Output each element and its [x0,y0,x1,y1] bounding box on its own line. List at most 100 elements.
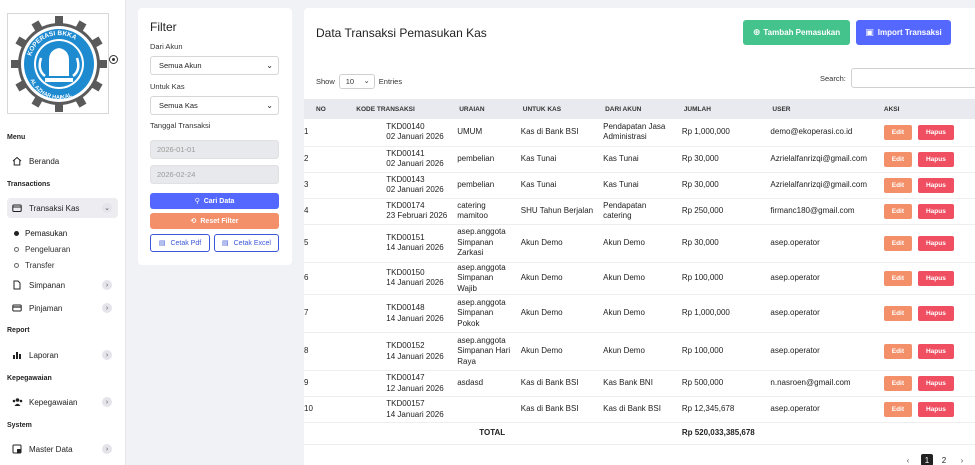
cell-kode: TKD00143 02 Januari 2026 [344,172,448,199]
pagination-prev[interactable]: ‹ [906,455,910,465]
kode-transaksi: TKD00174 [386,200,425,210]
tanggal-transaksi: 02 Januari 2026 [386,159,444,168]
edit-button[interactable]: Edit [883,344,912,359]
sidebar-item-simpanan[interactable]: Simpanan › [7,275,118,295]
dari-akun-select[interactable]: Semua Akun ⌄ [150,56,279,75]
hapus-button[interactable]: Hapus [917,270,954,286]
edit-button[interactable]: Edit [883,402,912,417]
cell-kode: TKD00152 14 Januari 2026 [344,332,448,371]
cetak-pdf-button[interactable]: ▤ Cetak Pdf [150,234,210,252]
sidebar-item-master-data[interactable]: Master Data › [7,439,118,459]
cetak-pdf-label: Cetak Pdf [170,239,202,247]
hapus-button[interactable]: Hapus [917,376,954,391]
sidebar-item-beranda[interactable]: Beranda [7,151,118,171]
edit-button[interactable]: Edit [883,151,912,167]
hapus-button[interactable]: Hapus [917,235,954,251]
hapus-button[interactable]: Hapus [917,306,954,321]
hapus-button[interactable]: Hapus [917,124,954,140]
cell-dari-akun: Kas di Bank BSI [593,396,672,423]
cell-aksi: Edit Hapus [883,224,975,263]
pagination-page-2[interactable]: 2 [941,455,947,465]
cetak-excel-button[interactable]: ▤ Cetak Excel [214,234,279,252]
hapus-button[interactable]: Hapus [917,402,954,417]
cell-aksi: Edit Hapus [883,198,975,225]
import-transaksi-button[interactable]: ▣ Import Transaksi [856,20,951,45]
cell-user: asep.operator [760,224,884,263]
edit-button[interactable]: Edit [883,203,912,219]
table-row: 10 TKD00157 14 Januari 2026 Kas di Bank BSI… [304,396,975,423]
bullet-icon [14,247,19,252]
hapus-button[interactable]: Hapus [917,344,954,359]
chevron-right-icon: › [102,397,112,407]
edit-button[interactable]: Edit [883,376,912,391]
hapus-button[interactable]: Hapus [917,203,954,219]
hapus-button[interactable]: Hapus [917,151,954,167]
chevron-down-icon: ⌄ [266,101,273,110]
kode-transaksi: TKD00152 [386,341,425,350]
kode-transaksi: TKD00150 [386,267,425,277]
tambah-pemasukan-button[interactable]: ⊕ Tambah Pemasukan [743,20,850,45]
col-user: USER [760,99,884,119]
sidebar-subitem-pemasukan[interactable]: Pemasukan [14,229,67,238]
chevron-down-icon: ⌄ [363,76,370,85]
reset-filter-button[interactable]: ⟲ Reset Filter [150,213,279,229]
untuk-kas-select[interactable]: Semua Kas ⌄ [150,96,279,115]
cell-jumlah: Rp 30,000 [671,172,761,199]
sidebar-subitem-pengeluaran[interactable]: Pengeluaran [14,245,70,254]
cari-data-button[interactable]: ⚲ Cari Data [150,193,279,209]
cell-uraian: asep.anggota Simpanan Wajib [447,262,511,295]
tanggal-transaksi: 23 Februari 2026 [386,211,448,220]
cell-kode: TKD00147 12 Januari 2026 [344,370,448,397]
section-transactions: Transactions [7,181,51,188]
tanggal-transaksi: 14 Januari 2026 [386,313,444,323]
cell-uraian: asep.anggota Simpanan Hari Raya [447,332,511,371]
col-kode: KODE TRANSAKSI [344,99,448,119]
edit-button[interactable]: Edit [883,270,912,286]
cell-kode: TKD00157 14 Januari 2026 [344,396,448,423]
cell-user: asep.operator [760,396,884,423]
sidebar-item-laporan[interactable]: Laporan › [7,345,118,365]
chevron-right-icon: › [102,280,112,290]
chevron-right-icon: › [102,350,112,360]
cell-no: 6 [304,262,345,295]
col-dari-akun: DARI AKUN [593,99,672,119]
cell-aksi: Edit Hapus [883,172,975,199]
sidebar-item-transaksi-kas[interactable]: Transaksi Kas ⌄ [7,198,118,218]
plus-circle-icon: ⊕ [752,27,761,37]
edit-button[interactable]: Edit [883,306,912,321]
cell-kode: TKD00141 02 Januari 2026 [344,146,448,173]
date-from-input[interactable]: 2026-01-01 [150,140,279,159]
sidebar-subitem-transfer[interactable]: Transfer [14,261,55,270]
pagination-next[interactable]: › [960,455,964,465]
cell-untuk-kas: Akun Demo [510,294,594,333]
sidebar-item-kepegawaian[interactable]: Kepegawaian › [7,392,118,412]
cell-aksi: Edit Hapus [883,262,975,295]
cell-dari-akun: Akun Demo [593,224,672,263]
sidebar-item-label: Simpanan [29,280,66,290]
edit-button[interactable]: Edit [883,124,912,140]
cell-no: 7 [304,294,345,333]
cell-untuk-kas: Akun Demo [510,332,594,371]
edit-button[interactable]: Edit [883,235,912,251]
cell-uraian: pembelian [447,146,511,173]
cari-data-label: Cari Data [203,197,235,205]
edit-button[interactable]: Edit [883,177,912,193]
sidebar-item-pinjaman[interactable]: Pinjaman › [7,298,118,318]
cell-dari-akun: Kas Tunai [593,172,672,199]
table-row: 7 TKD00148 14 Januari 2026 asep.anggota Sim… [304,294,975,333]
entries-select[interactable]: 10 ⌄ [338,74,375,89]
pagination-page-1[interactable]: 1 [921,454,933,465]
bullet-icon [14,231,19,236]
untuk-kas-label: Untuk Kas [150,82,185,91]
sidebar: KOPERASI BKKA AL AZHAR HAIKAL Menu Beran… [0,0,126,465]
hapus-button[interactable]: Hapus [917,177,954,193]
tambah-pemasukan-label: Tambah Pemasukan [763,28,841,37]
show-entries: Show 10 ⌄ Entries [316,74,402,89]
search-input[interactable] [851,68,975,88]
cell-untuk-kas: Akun Demo [510,262,594,295]
date-to-input[interactable]: 2026-02-24 [150,165,279,184]
entries-label: Entries [378,77,403,86]
sidebar-toggle-icon[interactable] [109,55,118,64]
table-row: 4 TKD00174 23 Februari 2026 catering mamito… [304,198,975,225]
tanggal-transaksi: 02 Januari 2026 [386,185,444,194]
